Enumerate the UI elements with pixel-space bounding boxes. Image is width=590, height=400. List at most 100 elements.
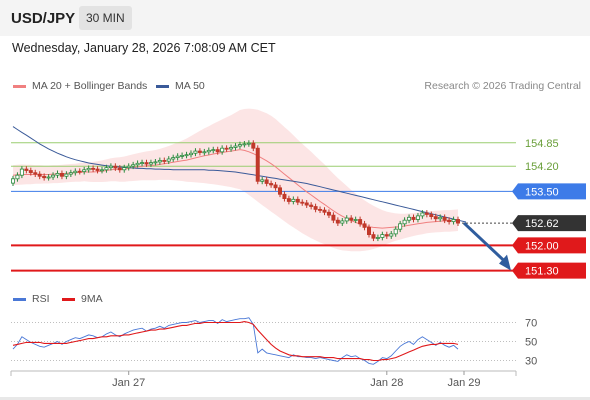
level-tag-text: 152.62 [525,218,559,230]
candle-body [277,187,282,195]
candle-body [242,143,247,146]
candle-body [429,214,434,218]
legend-swatch-rsi-ma [62,297,75,301]
candle-body [384,234,389,237]
candle-body [68,172,73,175]
level-label-154.20: 154.20 [525,161,559,173]
candle-body [206,149,211,153]
legend-rsi-ma-label: 9MA [81,293,103,305]
candle-body [144,162,149,165]
candle-body [371,234,376,239]
candle-body [260,179,265,182]
candle-body [28,170,33,174]
candle-body [184,154,189,157]
legend-rsi-ma: 9MA [62,293,103,305]
level-tag-text: 151.30 [525,266,559,278]
candle-body [46,176,51,179]
candle-body [59,172,64,177]
candle-body [309,204,314,207]
x-tick-label: Jan 27 [112,377,145,389]
candle-body [15,174,20,180]
candle-body [393,228,398,235]
rsi-tick-label: 50 [525,337,537,349]
legend-ma50-label: MA 50 [175,80,205,92]
level-tag-bg [512,262,586,279]
candle-body [251,142,256,149]
candle-body [411,216,416,220]
candle-body [82,169,87,173]
candle-body [433,216,438,220]
timeframe-badge[interactable]: 30 MIN [79,6,132,30]
rsi-tick-label: 30 [525,356,537,368]
x-tick-label: Jan 28 [370,377,403,389]
candle-body [24,168,29,171]
chart-datetime: Wednesday, January 28, 2026 7:08:09 AM C… [12,41,276,55]
candle-body [104,167,109,171]
candle-body [335,219,340,224]
candle-body [197,150,202,153]
candle-body [215,149,220,153]
candle-body [64,173,69,177]
candle-body [95,168,100,171]
candle-body [220,147,225,153]
level-tag-text: 154.20 [525,161,559,173]
candle-body [344,217,349,222]
research-credit: Research © 2026 Trading Central [424,80,581,92]
candle-body [255,147,260,182]
candle-body [269,183,274,186]
instrument-title: USD/JPY [11,10,76,27]
x-tick-label: Jan 29 [447,377,480,389]
candle-body [291,198,296,202]
candle-body [331,214,336,221]
level-tag-text: 153.50 [525,186,559,198]
candle-body [126,165,131,169]
candle-body [313,206,318,210]
rsi-tick-label: 70 [525,318,537,330]
candle-body [237,144,242,147]
candle-body [455,219,460,224]
candle-body [442,216,447,221]
candle-body [100,169,105,172]
candle-body [55,172,60,176]
candle-body [202,151,207,154]
bollinger-band-area [13,108,458,252]
candle-body [33,172,38,175]
candle-body [380,234,385,238]
candle-body [108,165,113,169]
candle-body [180,154,185,157]
candle-body [193,150,198,154]
candle-body [113,165,118,169]
forecast-arrow-head [499,254,511,271]
legend-rsi-label: RSI [32,293,50,305]
candle-body [157,160,162,163]
candle-body [171,157,176,160]
candle-body [188,152,193,156]
candle-body [362,223,367,228]
candle-body [37,173,42,177]
candle-body [407,216,412,221]
candle-body [389,233,394,237]
ma50-line [12,126,467,223]
candle-body [326,211,331,216]
bottom-border [0,397,590,400]
level-tag-text: 152.00 [525,240,559,252]
legend-bollinger: MA 20 + Bollinger Bands [13,80,147,92]
candle-body [153,161,158,164]
level-tag-bg [512,215,586,232]
candle-body [211,149,216,152]
candle-body [322,209,327,213]
level-tag-text: 154.85 [525,138,559,150]
candle-body [420,212,425,217]
candle-body [286,198,291,202]
candle-body [73,170,78,174]
candle-body [447,219,452,223]
rsi-series-ma [12,321,459,362]
candle-body [86,167,91,171]
legend-swatch-ma50 [156,84,169,88]
legend-ma50: MA 50 [156,80,205,92]
level-tag-bg [512,183,586,200]
candle-body [229,147,234,150]
candle-body [117,167,122,171]
candle-body [19,168,24,176]
